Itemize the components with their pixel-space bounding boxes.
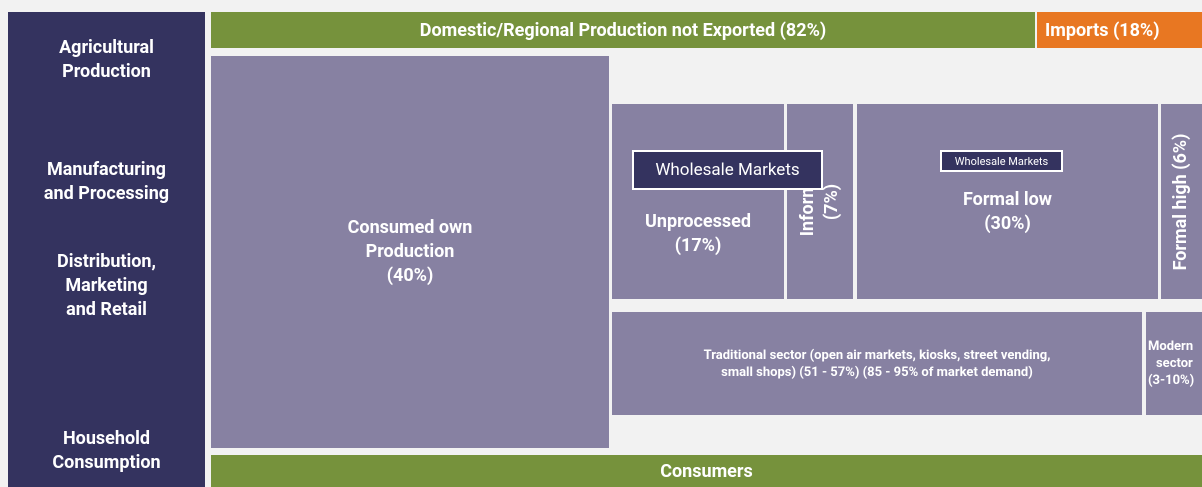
text: Production: [365, 241, 455, 262]
text: Imports (18%): [1045, 19, 1160, 41]
text: Consumed own: [347, 217, 473, 238]
text: sector: [1156, 356, 1193, 371]
stage-label: Manufacturing and Processing: [8, 158, 205, 206]
text: (17%): [674, 234, 722, 256]
text: Distribution,: [57, 251, 156, 272]
text: Domestic/Regional Production not Exporte…: [419, 19, 827, 41]
stage-label: Agricultural Production: [8, 36, 205, 84]
text: (30%): [984, 212, 1031, 234]
domestic-bar: Domestic/Regional Production not Exporte…: [211, 12, 1035, 48]
text: Modern: [1148, 339, 1194, 354]
wholesale-label: Wholesale Markets: [940, 150, 1063, 172]
formal-low-box: Formal low (30%): [857, 104, 1158, 299]
text: Unprocessed: [644, 210, 751, 232]
text: and Retail: [66, 299, 147, 320]
text: Consumers: [660, 460, 753, 482]
informal-box: Informal (7%): [787, 104, 853, 299]
consumers-bar: Consumers: [211, 455, 1202, 487]
text: (40%): [386, 265, 434, 286]
text: Agricultural: [59, 37, 154, 58]
consumed-own-box: Consumed own Production (40%): [211, 56, 609, 448]
imports-bar: Imports (18%): [1037, 12, 1202, 48]
stage-column: [8, 12, 205, 487]
unprocessed-box: Unprocessed (17%): [612, 104, 784, 299]
text: Manufacturing: [47, 159, 166, 180]
formal-high-label: Formal high (6%): [1169, 133, 1193, 270]
text: small shops) (51 - 57%) (85 - 95% of mar…: [721, 364, 1033, 380]
text: (7%): [821, 183, 842, 220]
text: Consumption: [52, 452, 161, 473]
text: Traditional sector (open air markets, ki…: [703, 347, 1051, 363]
text: Formal high (6%): [1170, 133, 1191, 270]
stage-label: Household Consumption: [8, 427, 205, 475]
text: Marketing: [65, 275, 148, 296]
text: and Processing: [43, 183, 170, 204]
modern-box: Modern sector (3-10%): [1146, 312, 1202, 415]
traditional-box: Traditional sector (open air markets, ki…: [612, 312, 1142, 415]
text: Production: [62, 61, 151, 82]
wholesale-label: Wholesale Markets: [632, 150, 823, 190]
formal-high-box: Formal high (6%): [1161, 104, 1202, 299]
text: (3-10%): [1148, 373, 1195, 388]
text: Wholesale Markets: [954, 154, 1049, 168]
text: Household: [62, 428, 151, 449]
text: Wholesale Markets: [655, 160, 800, 180]
text: Formal low: [962, 188, 1053, 210]
stage-label: Distribution, Marketing and Retail: [8, 250, 205, 322]
